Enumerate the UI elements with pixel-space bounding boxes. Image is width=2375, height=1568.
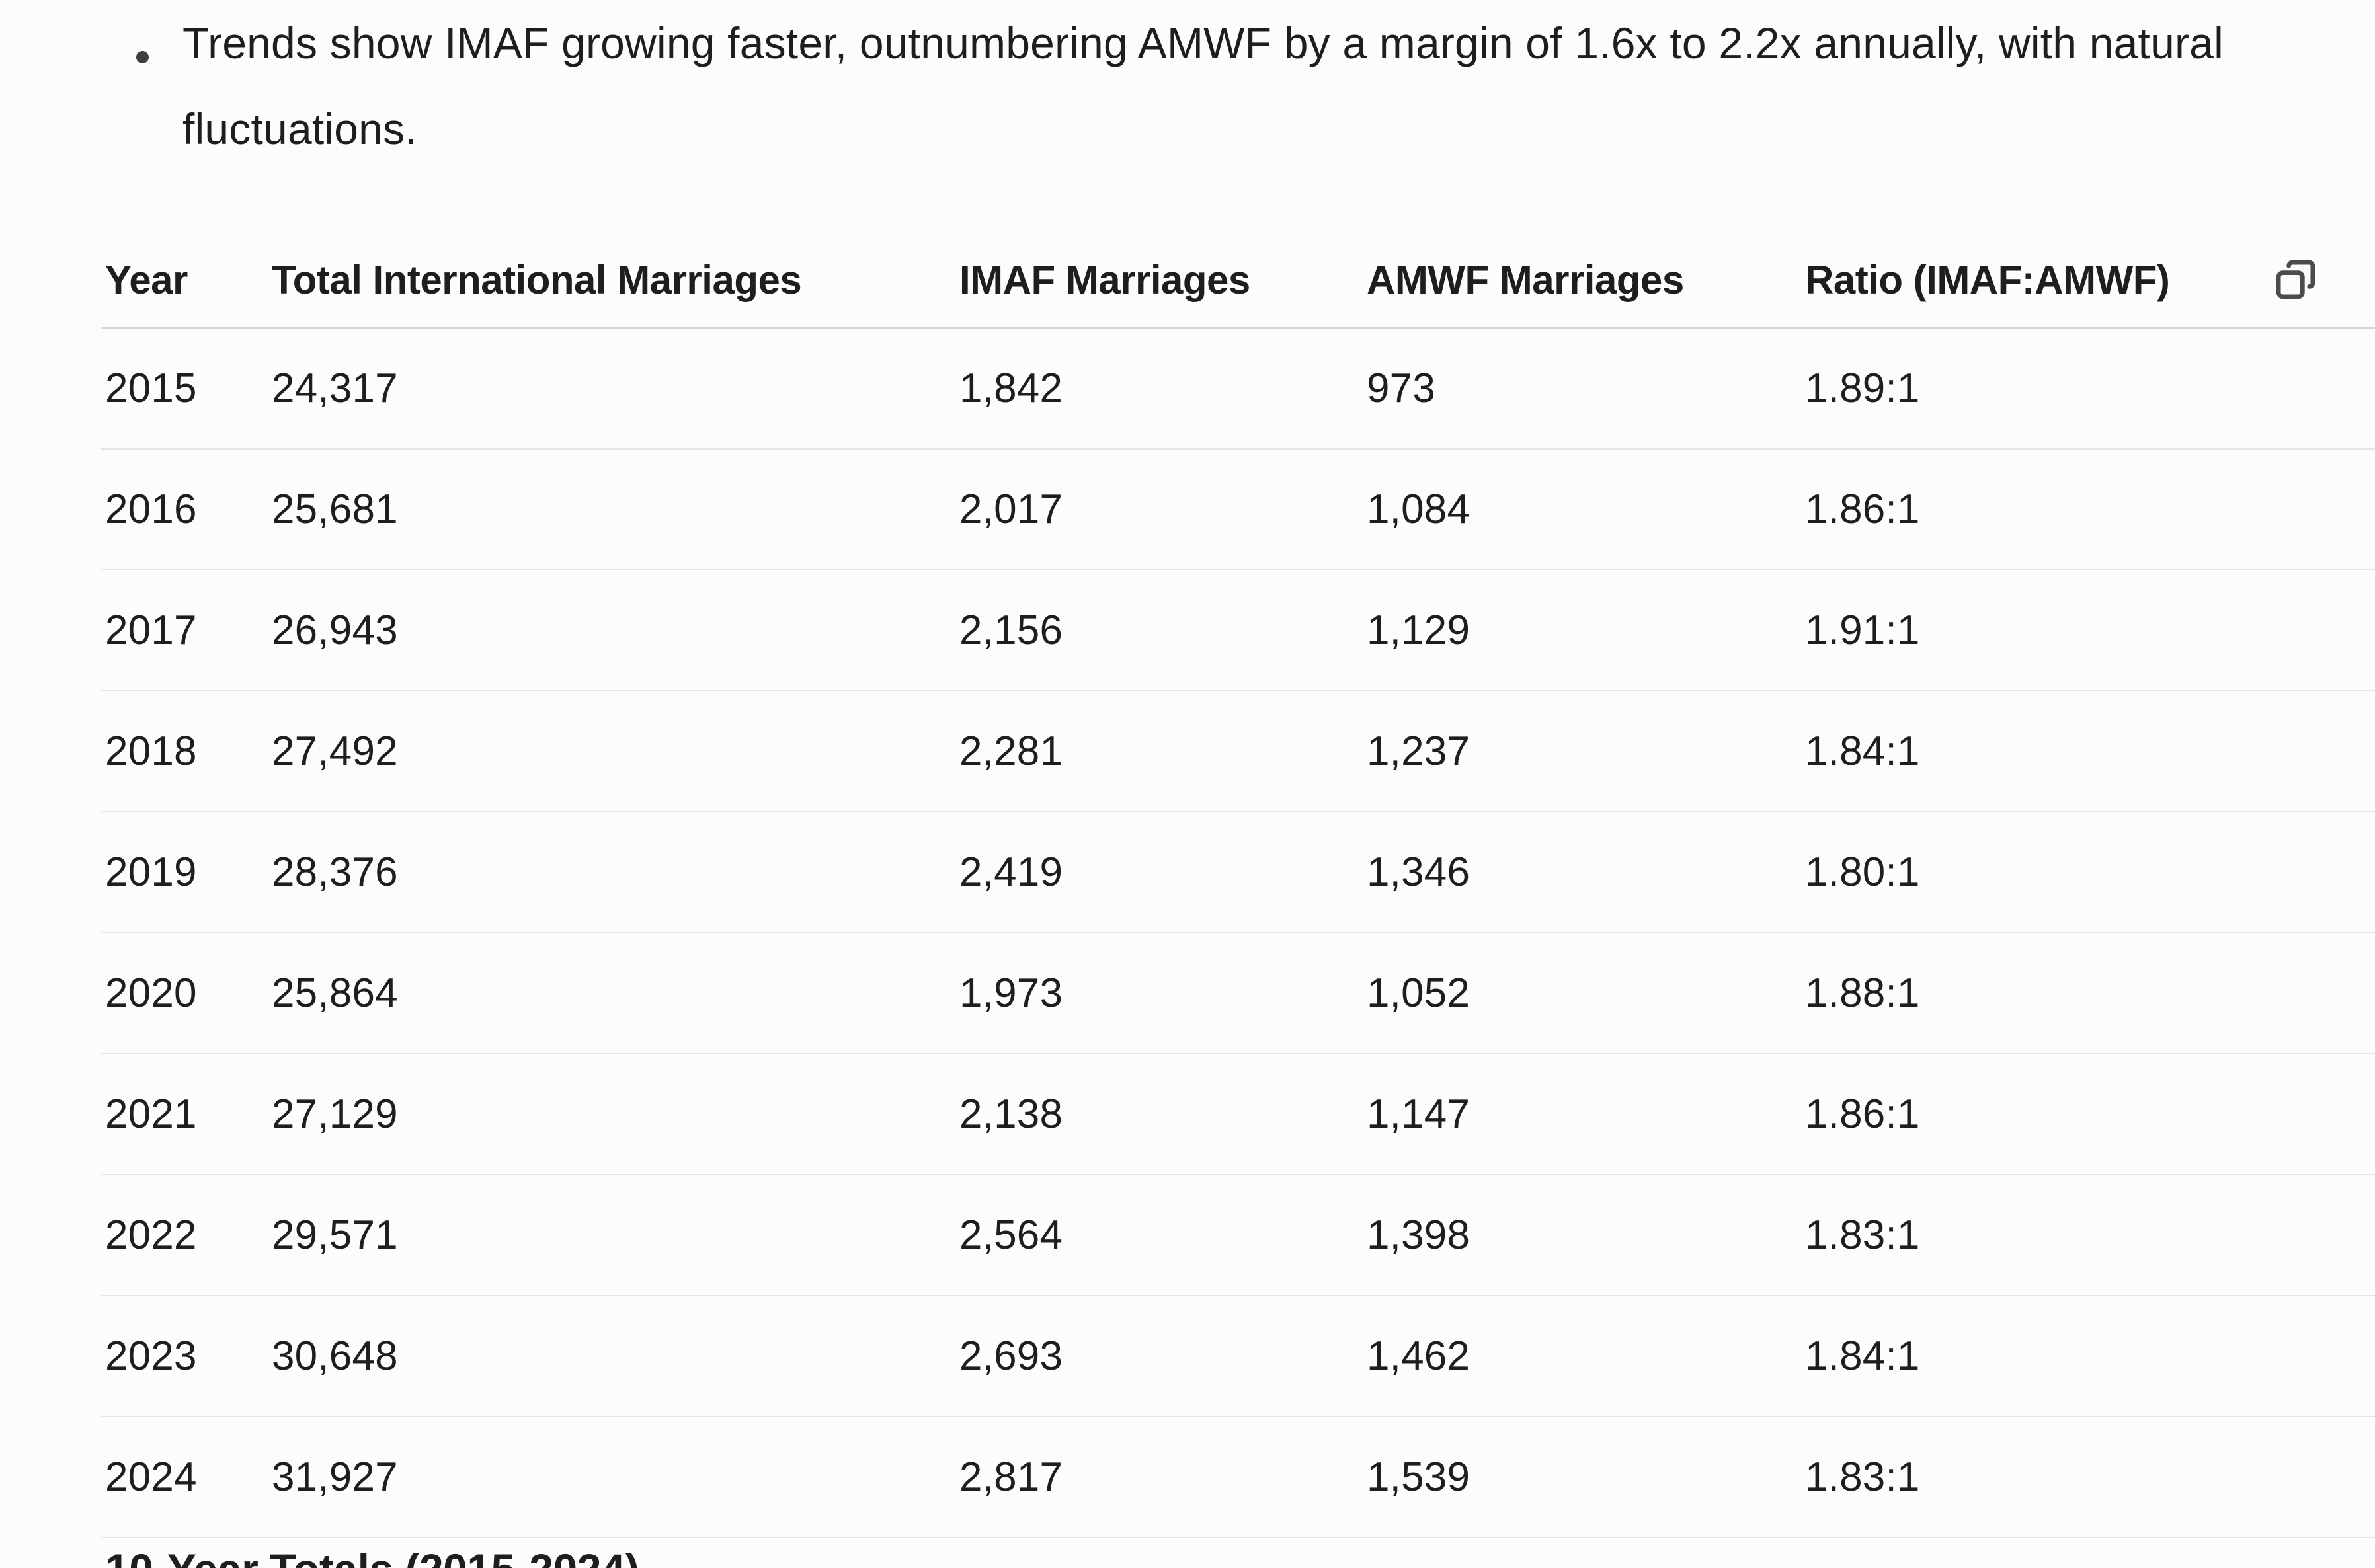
cell-amwf-marriages: 1,539 (1367, 1454, 1470, 1500)
cell-ratio: 1.89:1 (1805, 366, 1920, 411)
cell-year: 2018 (105, 728, 197, 774)
cell-ratio: 1.91:1 (1805, 608, 1920, 653)
cell-imaf-marriages: 2,693 (959, 1333, 1063, 1379)
cell-ratio: 1.84:1 (1805, 728, 1920, 774)
cell-amwf-marriages: 1,398 (1367, 1212, 1470, 1258)
cell-imaf-marriages: 2,419 (959, 849, 1063, 895)
cell-total-marriages: 26,943 (272, 608, 398, 653)
cell-total-marriages: 25,864 (272, 970, 398, 1016)
table-row: 2022 29,571 2,564 1,398 1.83:1 (101, 1175, 2375, 1296)
table-row: 2015 24,317 1,842 973 1.89:1 (101, 329, 2375, 450)
cell-ratio: 1.83:1 (1805, 1212, 1920, 1258)
cell-year: 2019 (105, 849, 197, 895)
cell-imaf-marriages: 1,842 (959, 366, 1063, 411)
cell-ratio: 1.86:1 (1805, 487, 1920, 532)
marriage-data-table: Year Total International Marriages IMAF … (101, 233, 2375, 1538)
header-imaf-marriages: IMAF Marriages (959, 257, 1250, 302)
cell-imaf-marriages: 2,017 (959, 487, 1063, 532)
table-row: 2016 25,681 2,017 1,084 1.86:1 (101, 450, 2375, 570)
cell-year: 2016 (105, 487, 197, 532)
table-row: 2021 27,129 2,138 1,147 1.86:1 (101, 1054, 2375, 1175)
cell-total-marriages: 28,376 (272, 849, 398, 895)
bullet-dot (136, 51, 149, 63)
cell-year: 2015 (105, 366, 197, 411)
cell-total-marriages: 29,571 (272, 1212, 398, 1258)
table-row: 2020 25,864 1,973 1,052 1.88:1 (101, 933, 2375, 1054)
cell-total-marriages: 24,317 (272, 366, 398, 411)
cell-year: 2020 (105, 970, 197, 1016)
header-amwf-marriages: AMWF Marriages (1367, 257, 1684, 302)
header-year: Year (105, 257, 188, 302)
totals-heading: 10-Year Totals (2015-2024) (105, 1544, 639, 1568)
cell-ratio: 1.86:1 (1805, 1091, 1920, 1137)
cell-imaf-marriages: 2,156 (959, 608, 1063, 653)
copy-table-button[interactable] (2272, 252, 2319, 307)
cell-year: 2021 (105, 1091, 197, 1137)
header-ratio: Ratio (IMAF:AMWF) (1805, 257, 2170, 302)
cell-imaf-marriages: 1,973 (959, 970, 1063, 1016)
cell-amwf-marriages: 1,084 (1367, 487, 1470, 532)
cell-ratio: 1.88:1 (1805, 970, 1920, 1016)
table-row: 2017 26,943 2,156 1,129 1.91:1 (101, 570, 2375, 691)
bullet-text: Trends show IMAF growing faster, outnumb… (182, 19, 2224, 153)
table-body: 2015 24,317 1,842 973 1.89:1 2016 25,681… (101, 329, 2375, 1538)
cell-year: 2017 (105, 608, 197, 653)
cell-total-marriages: 31,927 (272, 1454, 398, 1500)
header-total-marriages: Total International Marriages (272, 257, 802, 302)
cell-amwf-marriages: 1,147 (1367, 1091, 1470, 1137)
cell-amwf-marriages: 1,346 (1367, 849, 1470, 895)
cell-imaf-marriages: 2,564 (959, 1212, 1063, 1258)
table-header-row: Year Total International Marriages IMAF … (101, 233, 2375, 329)
cell-year: 2024 (105, 1454, 197, 1500)
cell-imaf-marriages: 2,281 (959, 728, 1063, 774)
cell-total-marriages: 27,129 (272, 1091, 398, 1137)
cell-amwf-marriages: 973 (1367, 366, 1436, 411)
cell-year: 2022 (105, 1212, 197, 1258)
cell-amwf-marriages: 1,129 (1367, 608, 1470, 653)
cell-year: 2023 (105, 1333, 197, 1379)
cell-total-marriages: 30,648 (272, 1333, 398, 1379)
cell-ratio: 1.80:1 (1805, 849, 1920, 895)
cell-imaf-marriages: 2,817 (959, 1454, 1063, 1500)
cell-amwf-marriages: 1,462 (1367, 1333, 1470, 1379)
cell-amwf-marriages: 1,237 (1367, 728, 1470, 774)
cell-total-marriages: 27,492 (272, 728, 398, 774)
cell-imaf-marriages: 2,138 (959, 1091, 1063, 1137)
cell-amwf-marriages: 1,052 (1367, 970, 1470, 1016)
cell-ratio: 1.83:1 (1805, 1454, 1920, 1500)
table-row: 2024 31,927 2,817 1,539 1.83:1 (101, 1417, 2375, 1538)
bullet-item: Trends show IMAF growing faster, outnumb… (136, 0, 2325, 172)
table-row: 2018 27,492 2,281 1,237 1.84:1 (101, 691, 2375, 812)
cell-ratio: 1.84:1 (1805, 1333, 1920, 1379)
table-row: 2019 28,376 2,419 1,346 1.80:1 (101, 812, 2375, 933)
cell-total-marriages: 25,681 (272, 487, 398, 532)
copy-icon (2276, 260, 2315, 299)
table-row: 2023 30,648 2,693 1,462 1.84:1 (101, 1296, 2375, 1417)
